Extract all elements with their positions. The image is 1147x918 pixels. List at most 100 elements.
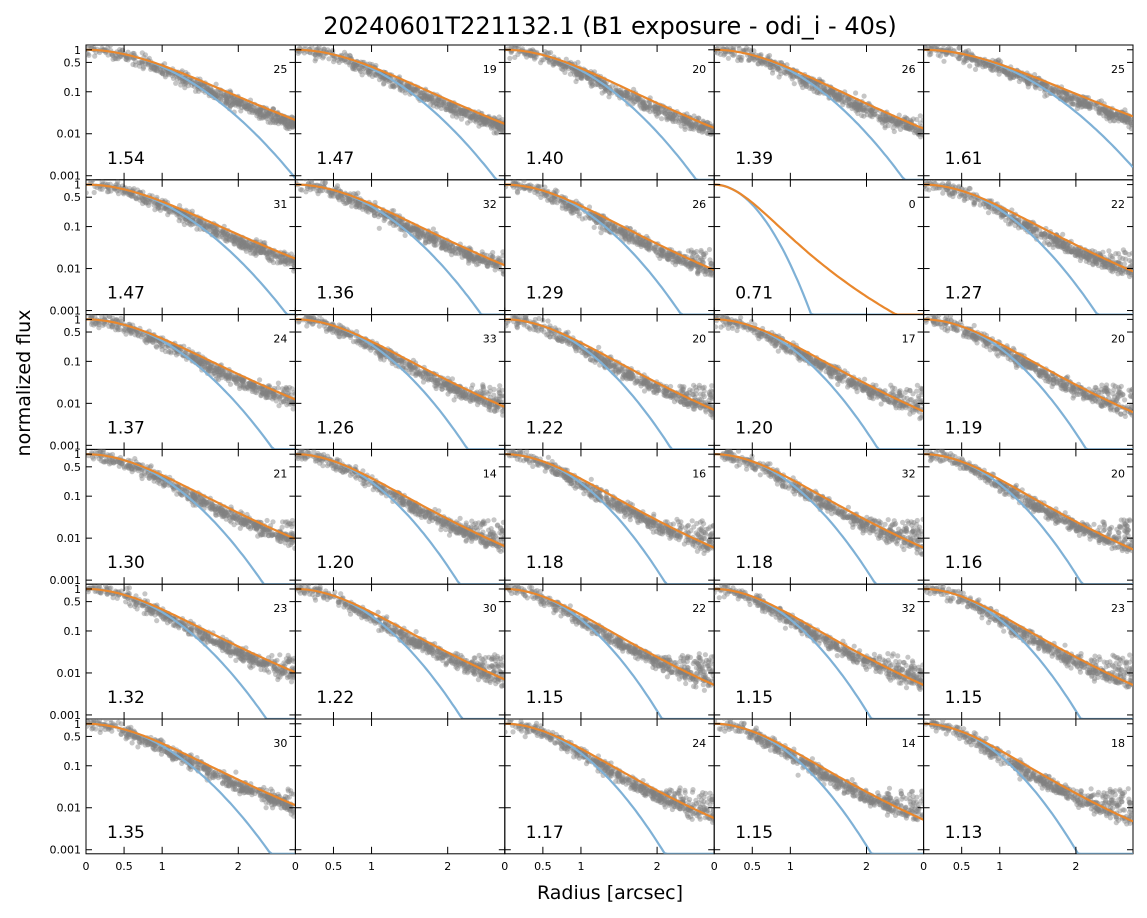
- data-point: [558, 65, 564, 72]
- data-point: [447, 105, 453, 111]
- data-point: [500, 124, 505, 131]
- data-point: [746, 57, 752, 64]
- data-point: [317, 53, 323, 59]
- data-point: [211, 89, 217, 95]
- data-point: [212, 229, 219, 235]
- data-point: [1126, 116, 1132, 123]
- data-point: [426, 97, 432, 103]
- data-point: [1107, 110, 1113, 116]
- panel-plot-area: [714, 45, 924, 180]
- data-point: [449, 108, 455, 114]
- data-point: [672, 112, 678, 118]
- data-point: [989, 62, 995, 68]
- data-point: [481, 121, 487, 127]
- y-tick-label: 0.5: [64, 56, 82, 69]
- data-point: [291, 268, 296, 274]
- data-point: [904, 124, 910, 130]
- data-point: [240, 244, 246, 250]
- data-point: [492, 122, 498, 128]
- data-point: [682, 124, 688, 130]
- data-point: [86, 52, 92, 58]
- data-point: [572, 72, 578, 78]
- data-point: [831, 93, 838, 100]
- data-point: [231, 237, 238, 243]
- data-point: [666, 116, 672, 122]
- data-point: [1087, 105, 1093, 111]
- data-point: [1122, 107, 1128, 113]
- data-point: [151, 65, 157, 71]
- data-point: [884, 116, 891, 123]
- data-point: [602, 88, 608, 94]
- data-point: [246, 244, 252, 250]
- data-point: [223, 236, 229, 242]
- data-point: [131, 186, 137, 192]
- data-point: [480, 116, 486, 122]
- data-point: [275, 115, 281, 121]
- data-point: [438, 102, 445, 108]
- data-point: [647, 108, 653, 115]
- data-point: [635, 96, 641, 102]
- data-point: [771, 63, 777, 69]
- data-point: [274, 117, 280, 123]
- data-point: [1107, 114, 1113, 120]
- data-point: [940, 190, 946, 196]
- data-point: [226, 234, 233, 240]
- data-point: [846, 100, 852, 106]
- data-point: [355, 190, 361, 196]
- data-point: [867, 113, 874, 119]
- data-point: [907, 126, 913, 133]
- data-point: [861, 107, 868, 113]
- data-point: [407, 85, 413, 91]
- data-point: [758, 59, 765, 65]
- data-point: [485, 119, 492, 125]
- data-point: [996, 66, 1002, 72]
- data-point: [659, 116, 665, 122]
- data-point: [1084, 103, 1090, 109]
- data-point: [1000, 68, 1006, 74]
- data-point: [234, 100, 240, 106]
- data-point: [242, 104, 248, 110]
- data-point: [855, 101, 861, 108]
- data-point: [972, 57, 978, 63]
- data-point: [1109, 113, 1115, 119]
- panel-fwhm-label: 1.39: [735, 149, 773, 169]
- data-point: [652, 104, 658, 110]
- data-point: [546, 50, 552, 56]
- data-point: [857, 102, 863, 108]
- data-point: [489, 122, 495, 128]
- data-point: [852, 102, 858, 108]
- data-point: [248, 107, 254, 113]
- data-point: [877, 114, 883, 120]
- data-point: [231, 241, 237, 247]
- data-point: [548, 50, 554, 56]
- data-point: [762, 59, 768, 65]
- data-point: [206, 226, 212, 232]
- data-point: [531, 56, 538, 62]
- data-point: [264, 113, 270, 119]
- data-point: [743, 45, 750, 51]
- data-point: [118, 53, 124, 60]
- data-point: [1117, 254, 1123, 261]
- data-point: [869, 109, 875, 115]
- data-point: [789, 73, 795, 79]
- data-point: [469, 113, 475, 119]
- data-point: [783, 71, 789, 77]
- data-point: [434, 104, 440, 110]
- data-point: [263, 114, 269, 120]
- data-point: [698, 126, 704, 132]
- data-point: [698, 124, 704, 130]
- data-point: [1069, 95, 1075, 101]
- data-point: [888, 118, 895, 124]
- data-point: [223, 92, 229, 98]
- data-point: [283, 258, 289, 264]
- data-point: [836, 96, 842, 102]
- data-point: [1108, 108, 1114, 114]
- data-point: [777, 68, 783, 74]
- data-point: [597, 224, 604, 231]
- data-point: [1097, 107, 1103, 113]
- data-point: [831, 92, 838, 98]
- data-point: [963, 48, 969, 55]
- data-point: [180, 79, 186, 85]
- data-point: [832, 94, 838, 100]
- data-point: [225, 236, 231, 242]
